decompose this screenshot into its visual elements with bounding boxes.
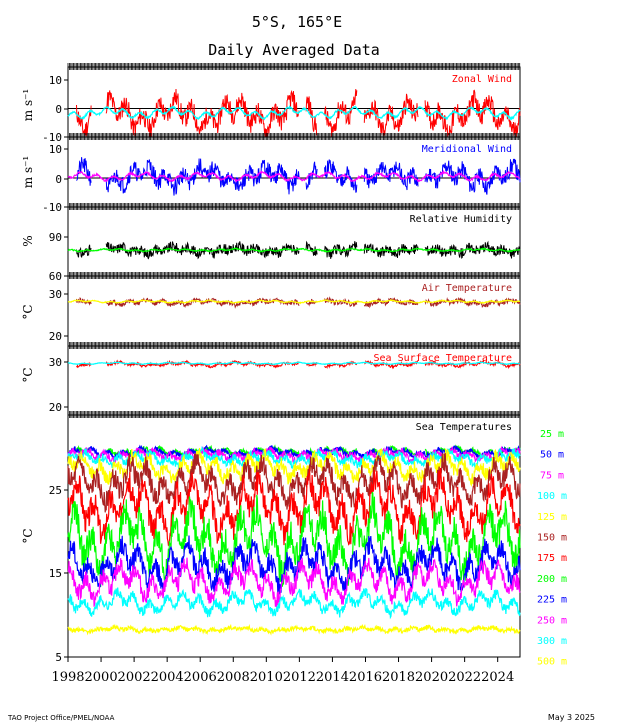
- legend-item: 175 m: [537, 553, 567, 564]
- legend-item: 250 m: [537, 615, 567, 626]
- x-tick-label: 2020: [415, 670, 448, 685]
- x-tick-label: 2004: [151, 670, 184, 685]
- x-axis: 1998 2000 2002 2004 2006 2008 2010 2012 2014 2016…: [51, 656, 520, 685]
- x-tick-label: 2024: [481, 670, 514, 685]
- sea-temperatures-minor-ticks: [67, 411, 521, 418]
- y-tick-label: 10: [49, 74, 62, 87]
- x-tick-label: 2012: [283, 670, 316, 685]
- legend-item: 200 m: [537, 574, 567, 585]
- panels: 10 0 -10 m s⁻¹ Zonal Wind 10 0 -10 m s⁻¹ Meridion…: [21, 63, 521, 664]
- x-tick-label: 2014: [316, 670, 349, 685]
- chart-title: 5°S, 165°E: [252, 13, 342, 31]
- legend: 25 m 50 m 75 m 100 m 125 m 150 m 175 m 200 m 225…: [537, 429, 567, 668]
- y-tick-label: 20: [49, 330, 62, 343]
- y-tick-label: 90: [49, 231, 62, 244]
- sea-surface-temperature-panel: 30 20 °C Sea Surface Temperature: [21, 342, 521, 416]
- x-tick-label: 2016: [349, 670, 382, 685]
- y-tick-label: 15: [49, 567, 62, 580]
- series-175-m: [67, 467, 521, 547]
- series-climatology: [67, 169, 521, 183]
- relative-humidity-ylabel: %: [21, 235, 35, 246]
- legend-item: 500 m: [537, 657, 567, 668]
- legend-item: 150 m: [537, 533, 567, 544]
- series-climatology: [67, 247, 521, 253]
- legend-item: 225 m: [537, 595, 567, 606]
- y-tick-label: 5: [55, 651, 62, 664]
- x-tick-label: 2000: [85, 670, 118, 685]
- x-tick-label: 2008: [217, 670, 250, 685]
- sea-temperatures-panel: 25 15 5 °C Sea Temperatures: [21, 411, 521, 664]
- series-500-m: [67, 623, 521, 636]
- legend-item: 100 m: [537, 491, 567, 502]
- sea-surface-temperature-ylabel: °C: [21, 367, 35, 382]
- air-temperature-minor-ticks: [67, 272, 521, 279]
- series-climatology: [67, 361, 521, 366]
- x-tick-label: 2006: [184, 670, 217, 685]
- x-tick-label: 2018: [382, 670, 415, 685]
- meridional-wind-panel: 10 0 -10 m s⁻¹ Meridional Wind: [21, 133, 521, 214]
- series-climatology: [67, 299, 521, 305]
- x-tick-label: 1998: [51, 670, 84, 685]
- relative-humidity-panel: 90 60% Relative Humidity: [21, 203, 521, 283]
- y-tick-label: 0: [55, 173, 62, 186]
- series-200-m: [67, 491, 521, 587]
- sea-temperatures-label: Sea Temperatures: [416, 422, 512, 433]
- legend-item: 75 m: [540, 470, 564, 481]
- x-tick-label: 2010: [250, 670, 283, 685]
- legend-item: 125 m: [537, 512, 567, 523]
- air-temperature-label: Air Temperature: [422, 283, 512, 294]
- series-50-m: [67, 444, 521, 461]
- y-tick-label: 30: [49, 356, 62, 369]
- series-250-m: [67, 557, 521, 608]
- chart-subtitle: Daily Averaged Data: [208, 41, 380, 59]
- zonal-wind-panel: 10 0 -10 m s⁻¹ Zonal Wind: [21, 63, 521, 144]
- y-tick-label: 30: [49, 288, 62, 301]
- y-tick-label: -10: [42, 131, 62, 144]
- footer-credit: TAO Project Office/PMEL/NOAA: [7, 714, 115, 722]
- y-tick-label: 25: [49, 484, 62, 497]
- series-climatology: [67, 105, 521, 121]
- x-tick-label: 2002: [118, 670, 151, 685]
- relative-humidity-minor-ticks: [67, 203, 521, 210]
- air-temperature-ylabel: °C: [21, 304, 35, 319]
- y-tick-label: 10: [49, 143, 62, 156]
- footer-date: May 3 2025: [548, 713, 595, 722]
- sea-surface-temperature-label: Sea Surface Temperature: [374, 353, 512, 364]
- meridional-wind-label: Meridional Wind: [422, 144, 512, 155]
- legend-item: 50 m: [540, 450, 564, 461]
- y-tick-label: 20: [49, 401, 62, 414]
- series-150-m: [67, 452, 521, 513]
- zonal-wind-label: Zonal Wind: [452, 74, 512, 85]
- meridional-wind-ylabel: m s⁻¹: [21, 156, 35, 189]
- y-tick-label: -10: [42, 201, 62, 214]
- y-tick-label: 0: [55, 103, 62, 116]
- zonal-wind-ylabel: m s⁻¹: [21, 89, 35, 122]
- series-meridional-wind: [76, 157, 521, 196]
- sea-surface-temperature-minor-ticks: [67, 342, 521, 349]
- relative-humidity-label: Relative Humidity: [410, 214, 512, 225]
- y-tick-label: 60: [49, 270, 62, 283]
- legend-item: 25 m: [540, 429, 564, 440]
- sea-temperatures-ylabel: °C: [21, 528, 35, 543]
- meridional-wind-minor-ticks: [67, 133, 521, 140]
- zonal-wind-minor-ticks: [67, 63, 521, 70]
- air-temperature-panel: 30 20 °C Air Temperature: [21, 272, 521, 347]
- legend-item: 300 m: [537, 636, 567, 647]
- x-tick-label: 2022: [448, 670, 481, 685]
- series-300-m: [67, 587, 521, 620]
